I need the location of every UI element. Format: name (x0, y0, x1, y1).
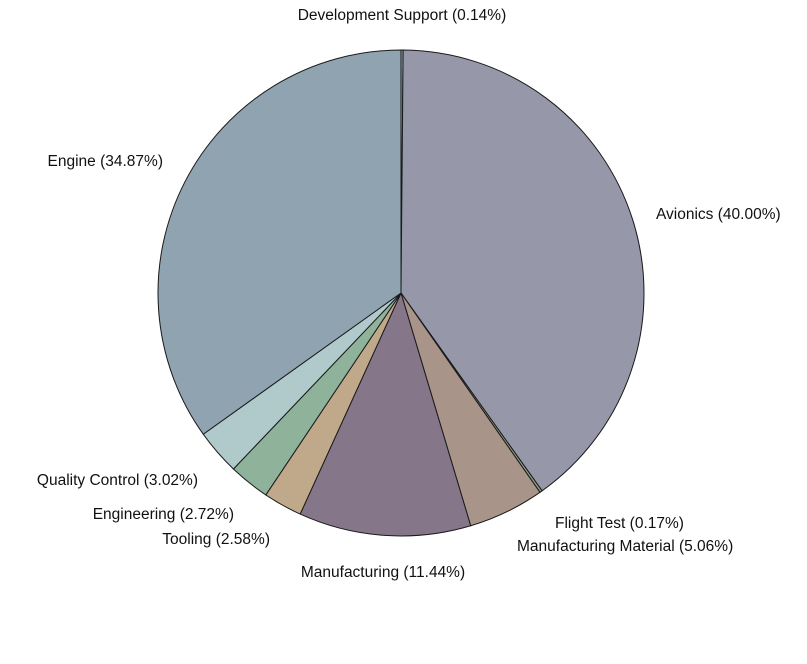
pie-slices (157, 49, 645, 537)
pie-label-tooling: Tooling (2.58%) (162, 531, 270, 548)
pie-label-engineering: Engineering (2.72%) (93, 506, 234, 523)
pie-label-engine: Engine (34.87%) (48, 153, 163, 170)
pie-label-development-support: Development Support (0.14%) (298, 7, 507, 24)
pie-slice-engine (157, 49, 402, 435)
pie-label-manufacturing: Manufacturing (11.44%) (301, 564, 465, 581)
pie-slice-manufacturing (299, 291, 472, 537)
pie-labels: Development Support (0.14%) Avionics (40.… (37, 7, 781, 581)
pie-label-avionics: Avionics (40.00%) (656, 206, 781, 223)
pie-label-quality-control: Quality Control (3.02%) (37, 472, 198, 489)
pie-label-manufacturing-material: Manufacturing Material (5.06%) (517, 538, 733, 555)
pie-label-flight-test: Flight Test (0.17%) (555, 515, 684, 532)
pie-slice-avionics (400, 49, 645, 492)
